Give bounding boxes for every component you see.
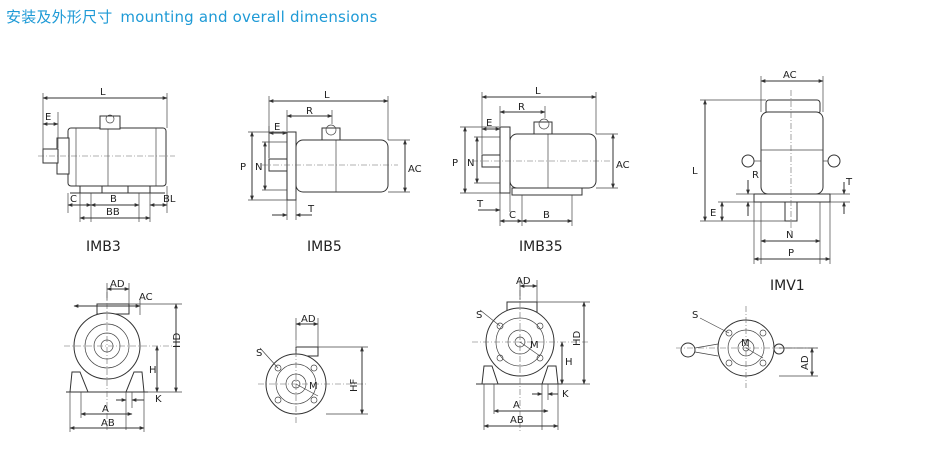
end-b5-label-hf: HF [349,378,360,392]
imb5-label-t: T [307,204,315,215]
imv1-label-ac: AC [783,70,797,81]
imb5-label-e: E [274,122,280,133]
end-v1-label-ad: AD [800,355,811,370]
imb35-label-b: B [543,210,550,221]
imv1-label-t: T [845,177,853,188]
imb35-label-p: P [452,158,458,169]
imv1-label-p: P [788,248,794,259]
end-b35-label-h: H [565,357,573,368]
end-b3-label-ac: AC [139,292,153,303]
title-chinese: 安装及外形尺寸 [6,8,113,26]
imb35-label-r: R [518,102,525,113]
imb3-label-l: L [100,87,106,98]
imb35-label-t: T [476,199,484,210]
end-b5-label-s: S [256,348,262,359]
imb3-label-e: E [45,112,51,123]
imb3-label-bb: BB [106,207,120,218]
view-imv1: AC L R T E N P IMV1 [692,70,853,294]
view-imb35: L R E P N T C B AC IMB35 [452,86,630,255]
view-imb5: L R E P N T AC IMB5 [240,90,422,255]
end-b5-label-m: M [309,381,318,392]
view-imb3: L E C B BL BB IMB3 [38,87,176,255]
imb35-label-l: L [535,86,541,97]
imv1-label-e: E [710,208,716,219]
imb3-caption: IMB3 [86,239,121,255]
end-b35-label-hd: HD [572,330,583,346]
end-b3-label-ad: AD [110,279,125,290]
view-end-v1: S M AD [676,306,818,388]
end-b3-label-ab: AB [101,418,115,429]
imb35-label-n: N [467,158,474,169]
imv1-label-l: L [692,166,698,177]
imb35-label-c: C [509,210,516,221]
end-b35-label-m: M [530,340,539,351]
imb5-label-ac: AC [408,164,422,175]
imb35-label-ac: AC [616,160,630,171]
end-b3-label-h: H [149,365,157,376]
imb3-label-c: C [70,194,77,205]
end-b3-label-hd: HD [172,332,183,348]
imb5-label-p: P [240,162,246,173]
imb5-label-r: R [306,106,313,117]
view-end-b35: AD S M HD H K A AB [472,276,590,432]
end-b5-label-ad: AD [301,314,316,325]
end-v1-label-s: S [692,310,698,321]
imb35-caption: IMB35 [519,239,563,255]
imv1-caption: IMV1 [770,278,805,294]
end-b3-label-a: A [102,404,109,415]
imb5-label-n: N [255,162,262,173]
imv1-label-n: N [786,230,793,241]
end-b35-label-ab: AB [510,415,524,426]
view-end-b3: AD AC HD H K A AB [64,279,183,432]
end-b35-label-ad: AD [516,276,531,287]
end-b35-label-a: A [513,400,520,411]
imb3-label-b: B [110,194,117,205]
imb35-label-e: E [486,118,492,129]
imb3-label-bl: BL [163,194,176,205]
view-end-b5: AD S M HF [256,314,368,424]
imb5-caption: IMB5 [307,239,342,255]
end-b35-label-k: K [562,389,569,400]
end-b3-label-k: K [155,394,162,405]
title-english: mounting and overall dimensions [120,8,378,26]
page-title: 安装及外形尺寸 mounting and overall dimensions [6,6,378,27]
end-b35-label-s: S [476,310,482,321]
imb5-label-l: L [324,90,330,101]
end-v1-label-m: M [741,338,750,349]
imv1-label-r: R [752,170,759,181]
